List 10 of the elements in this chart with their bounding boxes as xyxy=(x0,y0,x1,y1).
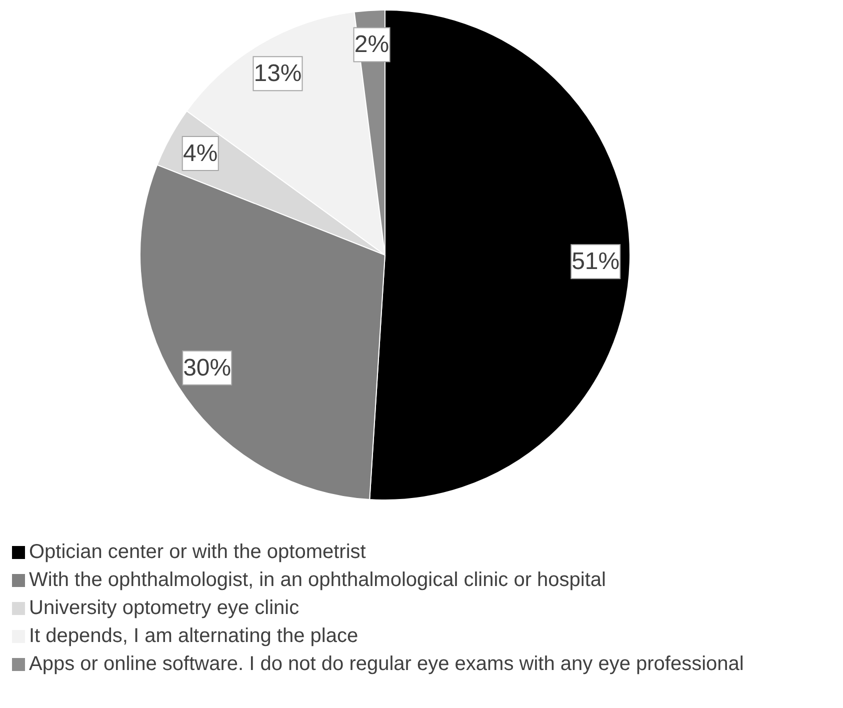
data-label: 13% xyxy=(254,60,302,88)
data-label: 51% xyxy=(572,248,620,276)
legend-label: With the ophthalmologist, in an ophthalmological clinic or hospital xyxy=(29,568,606,593)
legend-label: It depends, I am alternating the place xyxy=(29,624,358,649)
data-label: 4% xyxy=(183,140,218,167)
legend-label: University optometry eye clinic xyxy=(29,596,300,621)
data-label: 2% xyxy=(354,31,390,58)
legend-label: Optician center or with the optometrist xyxy=(29,540,366,565)
data-label: 30% xyxy=(183,354,232,382)
legend-label: Apps or online software. I do not do regular eye exams with any eye professional xyxy=(29,652,744,677)
